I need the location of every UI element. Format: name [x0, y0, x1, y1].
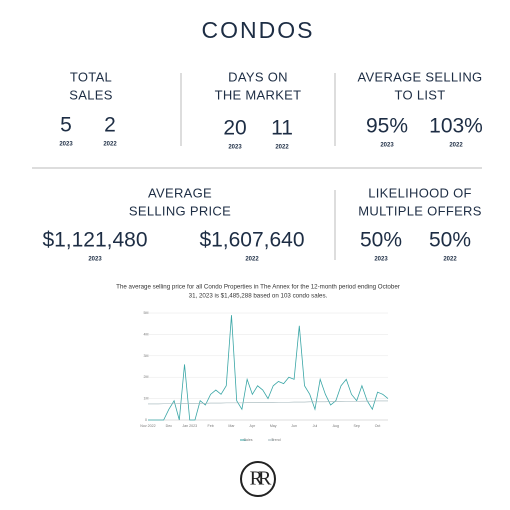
- stat-value: 103%: [429, 115, 483, 138]
- stat-value: 20: [223, 117, 246, 140]
- stat-year: 2022: [275, 145, 289, 151]
- stat-value: 5: [60, 114, 72, 137]
- x-tick-label: Nov 2022: [140, 424, 155, 428]
- x-tick-label: Jul: [313, 424, 318, 428]
- stat-label: SELLING PRICE: [129, 203, 231, 218]
- y-tick-label: 2M: [144, 375, 149, 379]
- caption: 31, 2023 is $1,485,288 based on 103 cond…: [189, 293, 328, 300]
- x-tick-label: Oct: [375, 424, 381, 428]
- x-tick-label: Aug: [333, 424, 339, 428]
- stat-value: $1,607,640: [199, 229, 304, 252]
- stat-value: 2: [104, 114, 116, 137]
- logo-ring: [240, 461, 276, 497]
- y-tick-label: 5M: [144, 311, 149, 315]
- y-tick-label: 4M: [144, 332, 149, 336]
- y-tick-label: 3M: [144, 354, 149, 358]
- stat-value: 95%: [366, 115, 408, 138]
- stat-year: 2023: [59, 142, 73, 148]
- stat-label: AVERAGE: [148, 185, 212, 200]
- x-tick-label: Dec: [166, 424, 173, 428]
- stat-year: 2023: [374, 257, 388, 263]
- stat-value: 50%: [429, 229, 471, 252]
- legend-label: Sales: [244, 438, 253, 442]
- series-line: [148, 400, 388, 405]
- x-tick-label: Jun: [291, 424, 297, 428]
- series-line: [148, 315, 389, 421]
- x-tick-label: Sep: [353, 424, 359, 428]
- stat-label: THE MARKET: [215, 87, 302, 102]
- x-tick-label: Apr: [250, 424, 256, 428]
- stat-year: 2022: [245, 257, 259, 263]
- logo: RR: [250, 468, 272, 490]
- stat-year: 2022: [443, 257, 457, 263]
- stat-label: SALES: [69, 87, 112, 102]
- x-tick-label: Jan 2023: [182, 424, 197, 428]
- stat-year: 2023: [380, 143, 394, 149]
- x-tick-label: Feb: [208, 424, 214, 428]
- stat-year: 2022: [103, 142, 117, 148]
- stat-label: AVERAGE SELLING: [358, 69, 483, 84]
- stat-value: $1,121,480: [42, 229, 147, 252]
- stat-label: TO LIST: [395, 87, 446, 102]
- stat-label: LIKELIHOOD OF: [368, 185, 472, 200]
- y-tick-label: 0: [145, 418, 147, 422]
- y-tick-label: 1M: [144, 397, 149, 401]
- caption: The average selling price for all Condo …: [116, 284, 400, 291]
- stat-year: 2022: [449, 143, 463, 149]
- stat-label: TOTAL: [70, 69, 112, 84]
- legend-label: Trend: [271, 438, 280, 442]
- stat-label: MULTIPLE OFFERS: [358, 203, 481, 218]
- x-tick-label: Mar: [228, 424, 235, 428]
- stat-label: DAYS ON: [228, 69, 288, 84]
- stat-year: 2023: [88, 257, 102, 263]
- title: CONDOS: [202, 17, 315, 43]
- x-tick-label: May: [270, 424, 277, 428]
- stat-value: 50%: [360, 229, 402, 252]
- stat-value: 11: [271, 117, 293, 140]
- stat-year: 2023: [228, 145, 242, 151]
